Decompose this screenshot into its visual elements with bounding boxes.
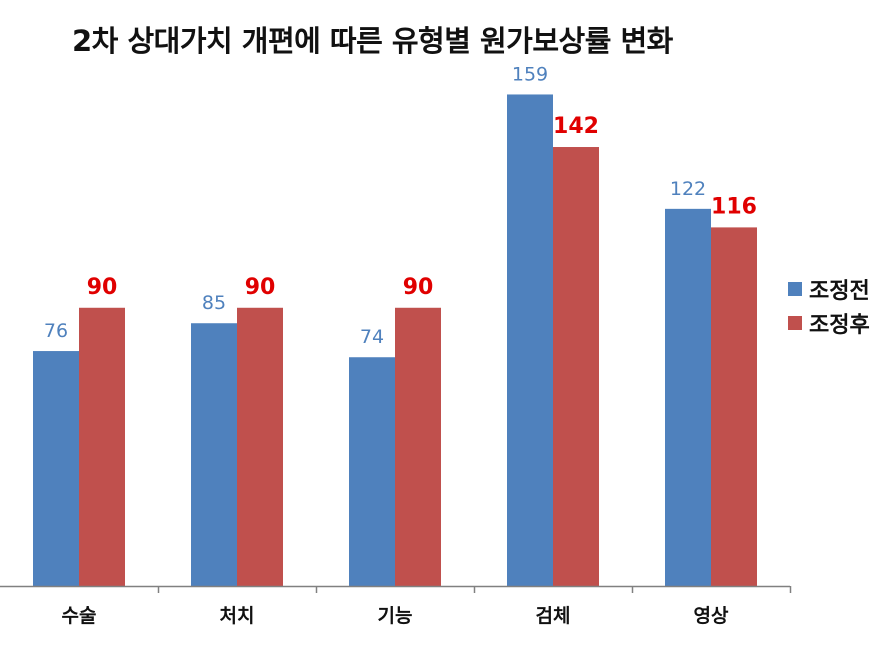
value-label-수술-조정전: 76 <box>44 320 68 342</box>
value-label-영상-조정후: 116 <box>711 194 757 219</box>
value-label-기능-조정후: 90 <box>403 275 434 300</box>
legend-swatch <box>788 316 802 330</box>
bar-기능-조정후 <box>395 307 441 586</box>
bar-영상-조정후 <box>711 227 757 586</box>
value-label-검체-조정후: 142 <box>553 114 599 139</box>
chart-title: 2차 상대가치 개편에 따른 유형별 원가보상률 변화 <box>72 24 673 58</box>
legend-label: 조정전 <box>809 279 870 304</box>
x-tick-label-기능: 기능 <box>378 605 413 627</box>
legend-swatch <box>788 282 802 296</box>
bars-group <box>33 94 757 587</box>
bar-처치-조정후 <box>237 307 283 586</box>
legend-label: 조정후 <box>809 313 870 338</box>
value-label-검체-조정전: 159 <box>512 63 548 85</box>
value-label-영상-조정전: 122 <box>670 178 706 200</box>
legend-item-조정후: 조정후 <box>788 306 870 340</box>
value-label-기능-조정전: 74 <box>360 326 384 348</box>
x-tick-label-검체: 검체 <box>536 605 571 627</box>
bar-영상-조정전 <box>665 208 711 587</box>
bar-수술-조정후 <box>79 307 125 586</box>
bar-검체-조정후 <box>553 147 599 586</box>
bar-검체-조정전 <box>507 94 553 586</box>
value-label-처치-조정후: 90 <box>245 275 276 300</box>
x-tick-label-영상: 영상 <box>694 605 729 627</box>
bar-처치-조정전 <box>191 323 237 586</box>
value-label-처치-조정전: 85 <box>202 292 226 314</box>
x-tick-label-수술: 수술 <box>62 605 97 627</box>
x-axis: 수술 처치 기능 검체 영상 <box>0 585 792 627</box>
bar-수술-조정전 <box>33 351 79 586</box>
value-label-수술-조정후: 90 <box>87 275 118 300</box>
bar-기능-조정전 <box>349 357 395 586</box>
x-tick-label-처치: 처치 <box>220 605 255 627</box>
legend-item-조정전: 조정전 <box>788 272 870 306</box>
